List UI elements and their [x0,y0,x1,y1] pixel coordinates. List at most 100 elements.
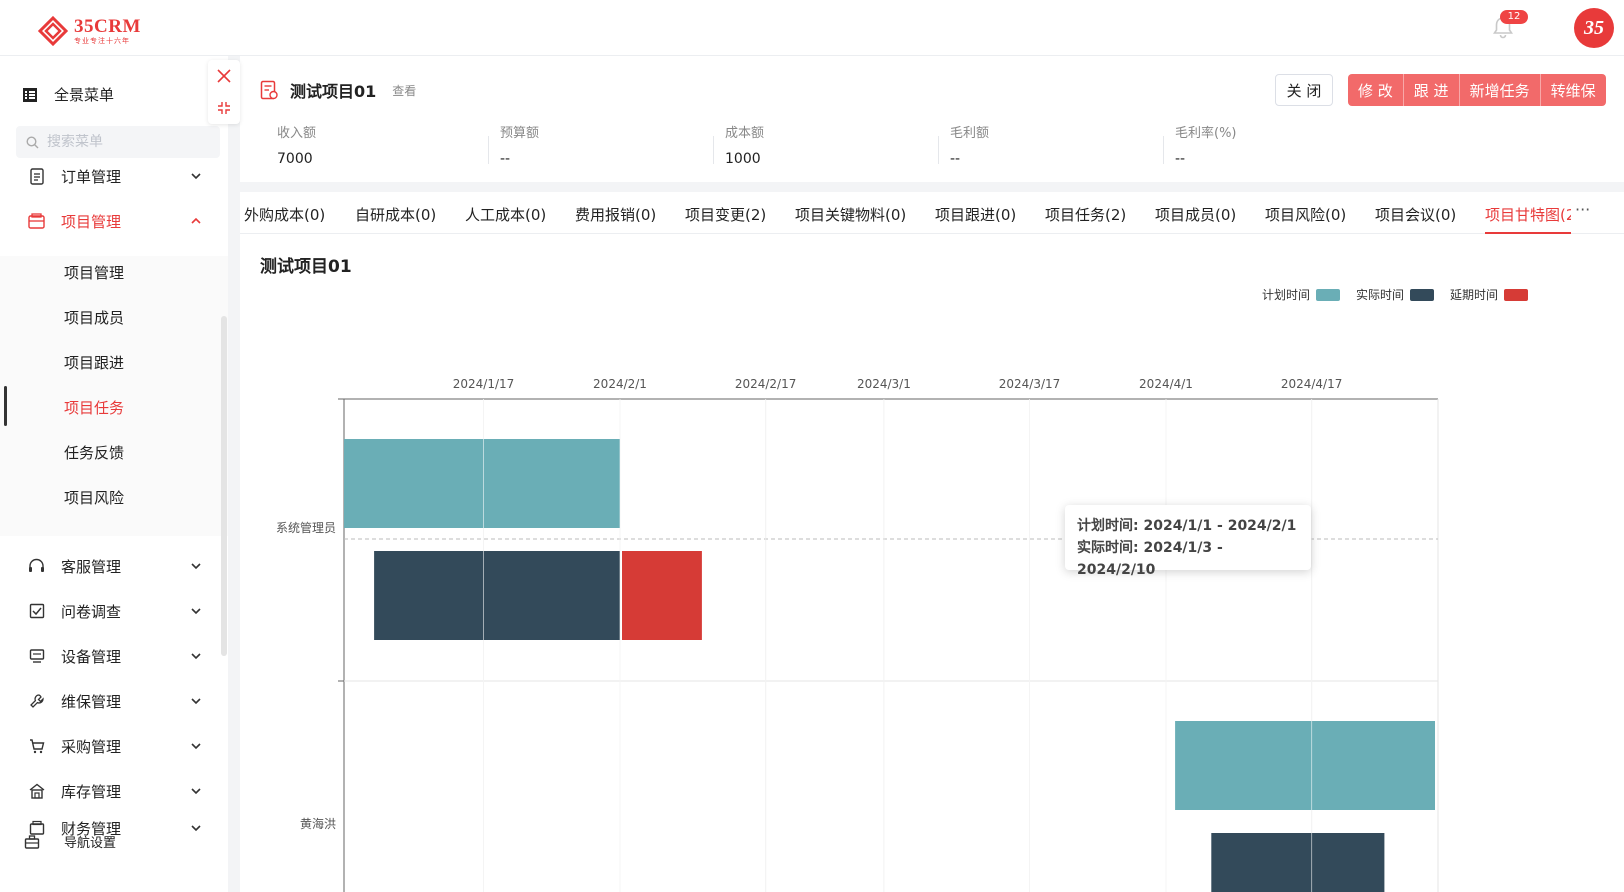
stat-label: 预算额 [500,126,540,141]
tab-outsourcing-cost[interactable]: 外购成本(0) [244,206,326,224]
x-tick-label: 2024/3/17 [999,377,1061,391]
tab-meetings[interactable]: 项目会议(0) [1375,206,1457,224]
x-tick-label: 2024/1/17 [453,377,515,391]
avatar[interactable]: 35 [1574,8,1614,48]
sidebar-scrollbar[interactable] [221,316,227,656]
top-bar: 35CRM 专业专注十六年 12 35 [0,0,1624,56]
sidebar: 全景菜单 订单管理 项目管理 项目管理 项目成员 [0,56,228,892]
submenu-item[interactable]: 项目成员 [64,309,125,327]
close-button[interactable]: 关 闭 [1275,74,1333,106]
close-panel-button[interactable] [208,60,240,92]
y-category-label: 系统管理员 [276,520,336,535]
tab-tasks[interactable]: 项目任务(2) [1045,206,1127,224]
wrench-icon [28,693,45,710]
nav-setting-button[interactable]: 导航设置 [24,832,116,851]
logo[interactable]: 35CRM 专业专注十六年 [38,16,141,46]
stat-gross-margin: 毛利率(%) -- [1163,122,1395,167]
menu-label: 项目管理 [61,212,122,231]
tab-follow-ups[interactable]: 项目跟进(0) [935,206,1017,224]
tab-gantt[interactable]: 项目甘特图(2 [1485,206,1571,224]
submenu-item[interactable]: 项目管理 [64,264,125,282]
stat-divider [713,136,714,164]
stat-label: 毛利额 [950,126,990,141]
menu-label: 设备管理 [61,647,122,666]
menu-label: 财务管理 [61,819,122,838]
tab-changes[interactable]: 项目变更(2) [685,206,767,224]
menu-project[interactable]: 项目管理 [0,201,228,241]
view-mode-label: 查看 [392,83,417,98]
legend-swatch-actual [1410,288,1435,301]
detail-panel: 测试项目01 查看 关 闭 修 改 跟 进 新增任务 转维保 收入额 7000 … [240,56,1624,892]
menu-purchase[interactable]: 采购管理 [0,726,228,766]
tab-key-materials[interactable]: 项目关键物料(0) [795,206,907,224]
delay-bar [622,551,702,640]
plan-bar [1175,721,1435,810]
menu-order[interactable]: 订单管理 [0,156,228,196]
full-menu-label: 全景菜单 [54,86,115,104]
menu-customer-service[interactable]: 客服管理 [0,546,228,586]
stat-label: 成本额 [725,126,765,141]
tooltip-actual-line: 实际时间: 2024/1/3 - 2024/2/10 [1077,540,1223,578]
logo-brand: 35CRM [74,16,141,37]
stat-revenue: 收入额 7000 [277,122,497,167]
more-tabs-icon[interactable]: ··· [1575,200,1591,219]
stat-value: -- [1175,151,1186,167]
tab-rd-cost[interactable]: 自研成本(0) [355,206,437,224]
menu-label: 采购管理 [61,737,122,756]
panel-controls [208,60,240,124]
tab-members[interactable]: 项目成员(0) [1155,206,1237,224]
stat-value: -- [950,151,961,167]
project-submenu: 项目管理 项目成员 项目跟进 项目任务 任务反馈 项目风险 [0,256,228,536]
device-icon [28,648,45,665]
y-category-label: 黄海洪 [300,816,336,831]
menu-finance[interactable]: 财务管理 [0,816,228,840]
close-icon [217,69,231,83]
detail-tabs: 外购成本(0) 自研成本(0) 人工成本(0) 费用报销(0) 项目变更(2) … [240,192,1624,234]
tab-expense[interactable]: 费用报销(0) [575,206,657,224]
stat-divider [938,136,939,164]
menu-device[interactable]: 设备管理 [0,636,228,676]
submenu-item[interactable]: 项目跟进 [64,354,125,372]
legend-swatch-delay [1504,288,1529,301]
actual-bar [374,551,620,640]
project-stats: 收入额 7000 预算额 -- 成本额 1000 毛利额 -- 毛利率(%) [240,122,1624,182]
stat-label: 毛利率(%) [1175,126,1237,141]
cart-icon [28,738,45,755]
chevron-down-icon [191,698,201,705]
menu-survey[interactable]: 问卷调查 [0,591,228,631]
menu-maintenance[interactable]: 维保管理 [0,681,228,721]
collapse-panel-button[interactable] [208,92,240,124]
stat-divider [488,136,489,164]
notification-badge: 12 [1500,10,1528,24]
stat-divider [1163,136,1164,164]
gantt-tooltip: 计划时间: 2024/1/1 - 2024/2/1 实际时间: 2024/1/3… [1065,505,1311,578]
x-tick-label: 2024/4/17 [1281,377,1343,391]
legend-swatch-plan [1316,288,1341,301]
to-maintenance-button[interactable]: 转维保 [1540,74,1606,106]
warehouse-icon [28,783,45,800]
chevron-up-icon [191,217,201,224]
submenu-item[interactable]: 项目风险 [64,489,125,507]
menu-search-input[interactable] [47,134,207,150]
add-task-button[interactable]: 新增任务 [1459,74,1541,106]
full-menu-button[interactable]: 全景菜单 [22,84,114,105]
stat-value: 7000 [277,151,313,167]
legend-label-actual: 实际时间 [1356,288,1405,302]
search-icon [26,135,39,148]
gantt-chart: 2024/1/17 2024/2/1 2024/2/17 2024/3/1 2024/3… [276,377,1439,892]
submenu-item[interactable]: 任务反馈 [64,444,125,462]
project-icon [28,213,45,230]
tab-risks[interactable]: 项目风险(0) [1265,206,1347,224]
nav-setting-label: 导航设置 [64,836,117,851]
logo-mark-icon [38,16,68,46]
tab-labor-cost[interactable]: 人工成本(0) [465,206,547,224]
submenu-item-active[interactable]: 项目任务 [64,399,125,417]
follow-up-button[interactable]: 跟 进 [1403,74,1460,106]
chevron-down-icon [191,825,201,832]
menu-label: 库存管理 [61,782,122,801]
document-icon [260,80,278,100]
menu-inventory[interactable]: 库存管理 [0,771,228,811]
menu-label: 订单管理 [61,167,122,186]
edit-button[interactable]: 修 改 [1348,74,1404,106]
